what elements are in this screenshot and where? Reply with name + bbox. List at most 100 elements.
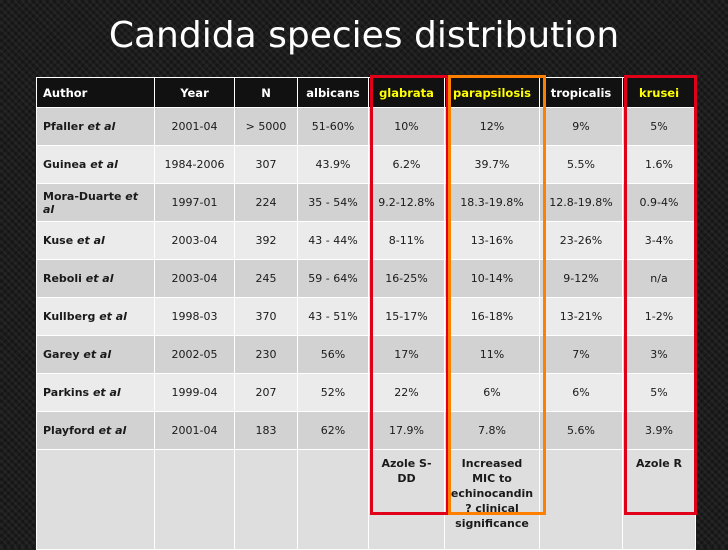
col-year: Year <box>154 77 235 108</box>
tropicalis-cell: 7% <box>539 335 623 374</box>
table-row: Kullberg et al 1998-03 370 43 - 51% 15-17% 16… <box>36 297 696 336</box>
year-cell: 2001-04 <box>154 411 235 450</box>
table-row: Kuse et al 2003-04 392 43 - 44% 8-11% 13-16% 2… <box>36 221 696 260</box>
albicans-cell: 43 - 44% <box>297 221 369 260</box>
header-row: Author Year N albicans glabrata parapsil… <box>36 77 696 108</box>
author-suffix: et al <box>83 348 112 361</box>
tropicalis-note-cell <box>539 449 623 550</box>
krusei-cell: 1-2% <box>622 297 696 336</box>
author-cell: Parkins et al <box>36 373 155 412</box>
author-name: Pfaller <box>43 120 84 133</box>
n-cell: 207 <box>234 373 298 412</box>
parapsilosis-cell: 13-16% <box>444 221 540 260</box>
parapsilosis-cell: 6% <box>444 373 540 412</box>
col-parapsilosis: parapsilosis <box>444 77 540 108</box>
n-cell: 224 <box>234 183 298 222</box>
author-cell: Reboli et al <box>36 259 155 298</box>
parapsilosis-note-cell: Increased MIC to echinocandin ? clinical… <box>444 449 540 550</box>
author-suffix: et al <box>99 310 127 323</box>
author-cell: Mora-Duarte et al <box>36 183 155 222</box>
n-cell: 370 <box>234 297 298 336</box>
albicans-cell: 35 - 54% <box>297 183 369 222</box>
col-tropicalis: tropicalis <box>539 77 623 108</box>
author-cell: Guinea et al <box>36 145 155 184</box>
year-cell: 1999-04 <box>154 373 235 412</box>
krusei-cell: 3% <box>622 335 696 374</box>
col-author: Author <box>36 77 155 108</box>
year-cell: 2001-04 <box>154 107 235 146</box>
albicans-cell: 62% <box>297 411 369 450</box>
slide-title: Candida species distribution <box>108 15 620 56</box>
glabrata-cell: 9.2-12.8% <box>368 183 445 222</box>
author-name: Kullberg <box>43 310 96 323</box>
krusei-note-cell: Azole R <box>622 449 696 550</box>
author-cell: Pfaller et al <box>36 107 155 146</box>
tropicalis-cell: 23-26% <box>539 221 623 260</box>
col-glabrata: glabrata <box>368 77 445 108</box>
tropicalis-cell: 9-12% <box>539 259 623 298</box>
n-cell: 183 <box>234 411 298 450</box>
tropicalis-cell: 5.6% <box>539 411 623 450</box>
table-row: Mora-Duarte et al 1997-01 224 35 - 54% 9.2-1… <box>36 183 696 222</box>
author-suffix: et al <box>92 386 121 399</box>
author-name: Playford <box>43 424 95 437</box>
tropicalis-cell: 5.5% <box>539 145 623 184</box>
year-cell: 2002-05 <box>154 335 235 374</box>
krusei-cell: 5% <box>622 107 696 146</box>
glabrata-cell: 16-25% <box>368 259 445 298</box>
author-suffix: et al <box>43 189 139 216</box>
author-name: Reboli <box>43 272 82 285</box>
author-suffix: et al <box>98 424 127 437</box>
tropicalis-cell: 12.8-19.8% <box>539 183 623 222</box>
n-cell: > 5000 <box>234 107 298 146</box>
glabrata-cell: 17.9% <box>368 411 445 450</box>
author-cell: Kuse et al <box>36 221 155 260</box>
krusei-cell: n/a <box>622 259 696 298</box>
author-cell: Playford et al <box>36 411 155 450</box>
glabrata-cell: 10% <box>368 107 445 146</box>
n-cell: 307 <box>234 145 298 184</box>
table-row: Playford et al 2001-04 183 62% 17.9% 7.8% 5.6%… <box>36 411 696 450</box>
glabrata-note-cell: Azole S-DD <box>368 449 445 550</box>
table-row: Parkins et al 1999-04 207 52% 22% 6% 6% 5% <box>36 373 696 412</box>
albicans-cell: 56% <box>297 335 369 374</box>
author-name: Mora-Duarte <box>43 189 122 203</box>
author-suffix: et al <box>85 272 114 285</box>
col-n: N <box>234 77 298 108</box>
glabrata-cell: 22% <box>368 373 445 412</box>
tropicalis-cell: 13-21% <box>539 297 623 336</box>
author-suffix: et al <box>77 234 105 247</box>
parapsilosis-cell: 10-14% <box>444 259 540 298</box>
albicans-cell: 43 - 51% <box>297 297 369 336</box>
col-albicans: albicans <box>297 77 369 108</box>
glabrata-cell: 6.2% <box>368 145 445 184</box>
krusei-cell: 0.9-4% <box>622 183 696 222</box>
year-cell: 2003-04 <box>154 221 235 260</box>
year-cell: 1998-03 <box>154 297 235 336</box>
author-cell: Garey et al <box>36 335 155 374</box>
parapsilosis-cell: 39.7% <box>444 145 540 184</box>
table-row: Garey et al 2002-05 230 56% 17% 11% 7% 3% <box>36 335 696 374</box>
year-cell: 2003-04 <box>154 259 235 298</box>
author-name: Garey <box>43 348 80 361</box>
parapsilosis-cell: 16-18% <box>444 297 540 336</box>
species-distribution-table: Author Year N albicans glabrata parapsil… <box>36 77 696 550</box>
author-note-cell <box>36 449 155 550</box>
n-cell: 230 <box>234 335 298 374</box>
table-row: Reboli et al 2003-04 245 59 - 64% 16-25% 10-1… <box>36 259 696 298</box>
albicans-cell: 52% <box>297 373 369 412</box>
krusei-cell: 3.9% <box>622 411 696 450</box>
parapsilosis-cell: 12% <box>444 107 540 146</box>
author-suffix: et al <box>90 158 118 171</box>
parapsilosis-cell: 11% <box>444 335 540 374</box>
year-note-cell <box>154 449 235 550</box>
n-cell: 392 <box>234 221 298 260</box>
year-cell: 1997-01 <box>154 183 235 222</box>
glabrata-cell: 17% <box>368 335 445 374</box>
n-cell: 245 <box>234 259 298 298</box>
col-krusei: krusei <box>622 77 696 108</box>
albicans-cell: 51-60% <box>297 107 369 146</box>
albicans-note-cell <box>297 449 369 550</box>
author-suffix: et al <box>87 120 116 133</box>
author-name: Kuse <box>43 234 74 247</box>
